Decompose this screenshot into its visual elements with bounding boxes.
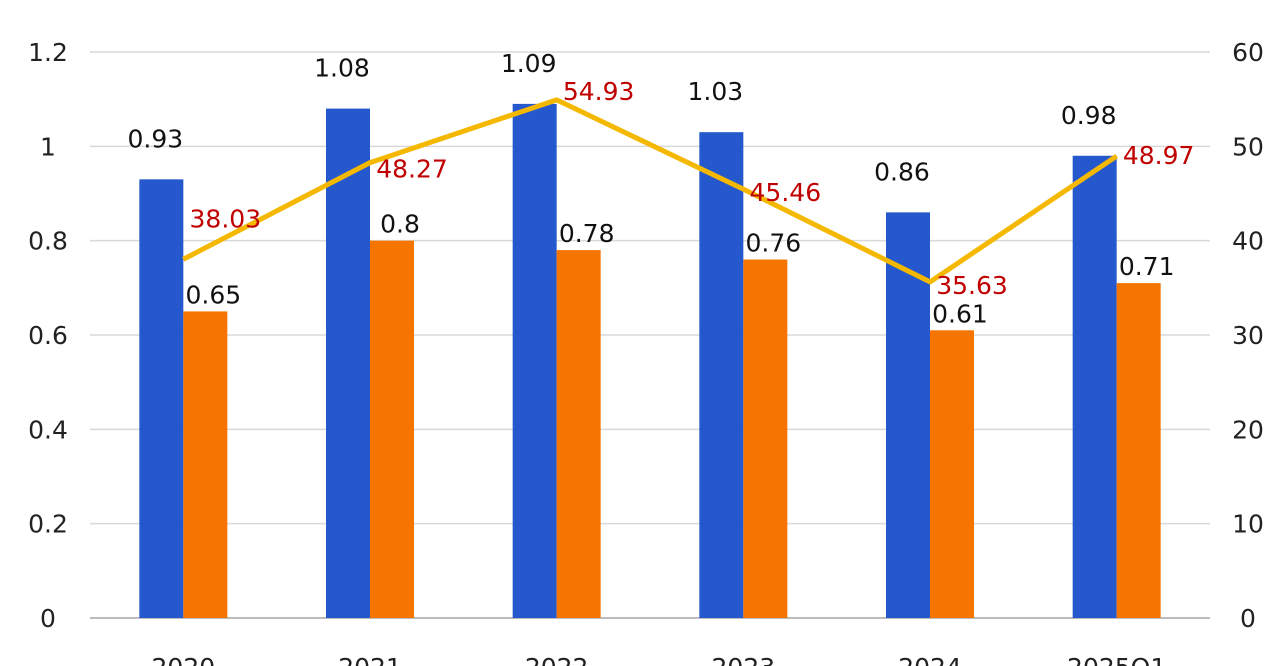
left-tick-label: 0 — [40, 604, 56, 633]
left-tick-label: 0.8 — [28, 227, 68, 256]
left-tick-label: 1.2 — [28, 38, 68, 67]
data-label: 1.09 — [501, 49, 557, 78]
line-data-label: 54.93 — [563, 77, 635, 106]
line-data-label: 38.03 — [190, 204, 262, 233]
bar-series2 — [930, 330, 974, 618]
left-tick-label: 0.4 — [28, 415, 68, 444]
line-series3 — [182, 97, 1119, 285]
left-tick-label: 0.2 — [28, 510, 68, 539]
bar-series1 — [512, 103, 557, 619]
data-label: 0.71 — [1119, 252, 1175, 281]
bar-series2 — [1116, 283, 1161, 618]
bar-series2 — [556, 250, 601, 618]
data-label: 0.61 — [932, 299, 988, 328]
x-tick-label: 2023 — [712, 653, 776, 666]
data-label: 0.93 — [127, 124, 183, 153]
x-tick-label: 2025Q1 — [1067, 653, 1166, 666]
x-tick-label: 2021 — [338, 653, 402, 666]
right-tick-label: 30 — [1232, 321, 1264, 350]
data-label: 1.08 — [314, 54, 370, 83]
bar-series2 — [370, 240, 414, 618]
bar-series2 — [183, 311, 228, 618]
x-tick-label: 2024 — [898, 653, 962, 666]
data-label: 0.65 — [185, 280, 241, 309]
bar-series1 — [326, 108, 370, 618]
data-label: 0.8 — [380, 210, 420, 239]
x-tick-label: 2020 — [152, 653, 216, 666]
data-label: 0.78 — [559, 219, 615, 248]
right-tick-label: 0 — [1240, 604, 1256, 633]
left-tick-label: 1 — [40, 132, 56, 161]
right-tick-label: 50 — [1232, 132, 1264, 161]
data-label: 0.98 — [1061, 101, 1117, 130]
bar-series1 — [699, 132, 744, 618]
right-tick-label: 40 — [1232, 227, 1264, 256]
right-tick-label: 10 — [1232, 510, 1264, 539]
bar-series1 — [1072, 155, 1117, 618]
line-data-label: 48.97 — [1123, 141, 1195, 170]
right-tick-label: 60 — [1232, 38, 1264, 67]
left-tick-label: 0.6 — [28, 321, 68, 350]
x-tick-label: 2022 — [525, 653, 589, 666]
bar-series1 — [139, 179, 184, 618]
bar-series2 — [743, 259, 788, 618]
data-label: 0.76 — [745, 229, 801, 258]
right-tick-label: 20 — [1232, 415, 1264, 444]
line-data-label: 48.27 — [376, 155, 448, 184]
line-data-label: 45.46 — [750, 178, 822, 207]
line-data-label: 35.63 — [936, 271, 1008, 300]
data-label: 0.86 — [874, 157, 930, 186]
data-label: 1.03 — [687, 77, 743, 106]
